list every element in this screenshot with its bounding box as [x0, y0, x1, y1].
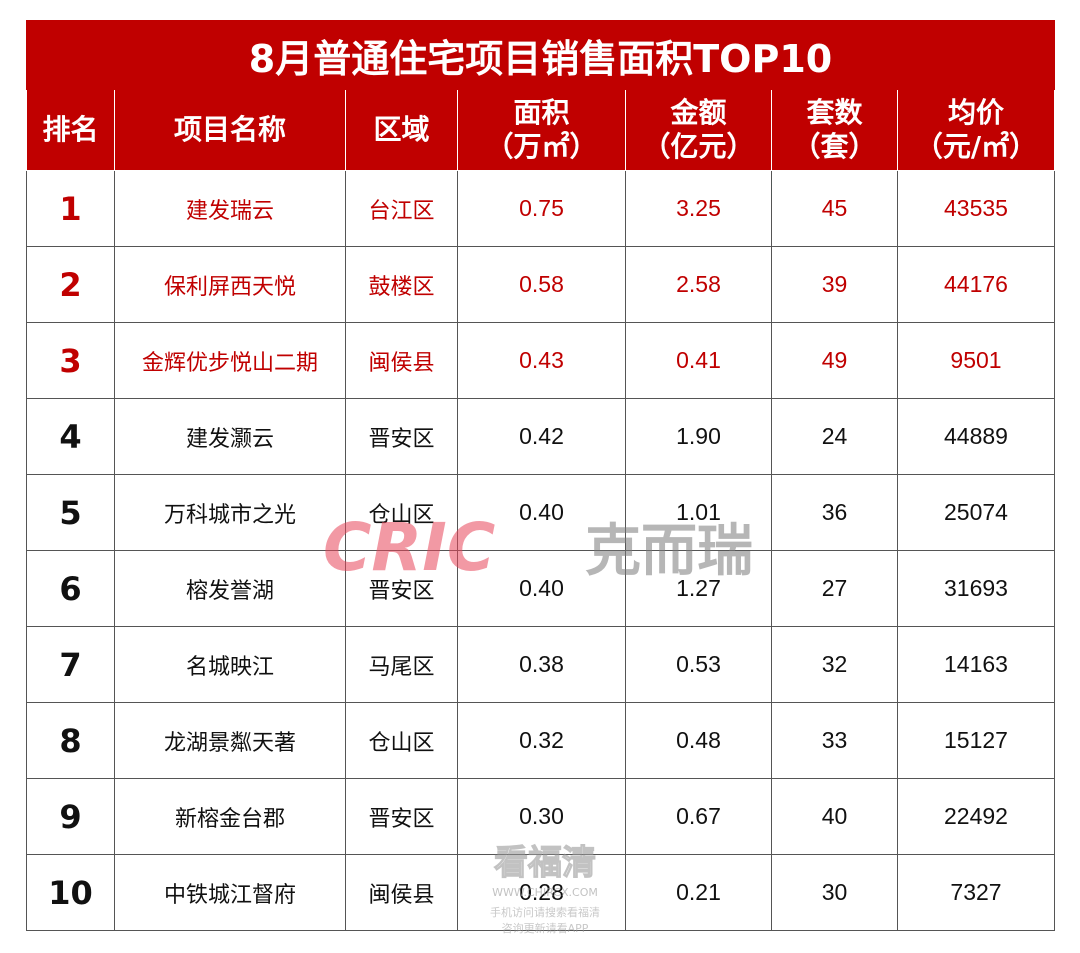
units-cell: 36 — [771, 474, 898, 551]
header-amount: 金额 （亿元） — [625, 89, 772, 171]
rank-cell: 7 — [26, 626, 115, 703]
area-cell: 0.40 — [457, 550, 626, 627]
district-cell: 晋安区 — [345, 550, 458, 627]
price-cell: 25074 — [896, 474, 1056, 551]
header-amount-label: 金额 — [670, 96, 727, 129]
table-row: 8 龙湖景粼天著 仓山区 0.32 0.48 33 15127 — [26, 702, 1056, 779]
area-cell: 0.43 — [457, 322, 626, 399]
area-cell: 0.40 — [457, 474, 626, 551]
units-cell: 39 — [771, 246, 898, 323]
district-cell: 仓山区 — [345, 474, 458, 551]
amount-cell: 1.27 — [625, 550, 772, 627]
units-cell: 45 — [771, 170, 898, 247]
price-cell: 15127 — [896, 702, 1056, 779]
price-cell: 7327 — [896, 854, 1056, 931]
rank-cell: 9 — [26, 778, 115, 855]
project-name-cell: 龙湖景粼天著 — [114, 702, 346, 779]
project-name-cell: 榕发誉湖 — [114, 550, 346, 627]
ranking-table-container: 8月普通住宅项目销售面积TOP10 排名 项目名称 区域 面积 （万㎡） 金额 （亿… — [25, 20, 1056, 931]
header-district: 区域 — [345, 89, 458, 171]
area-cell: 0.32 — [457, 702, 626, 779]
rank-cell: 2 — [26, 246, 115, 323]
project-name-cell: 建发瑞云 — [114, 170, 346, 247]
header-row: 排名 项目名称 区域 面积 （万㎡） 金额 （亿元） 套数 （套） 均价 （元/㎡） — [26, 89, 1056, 171]
units-cell: 30 — [771, 854, 898, 931]
district-cell: 闽侯县 — [345, 322, 458, 399]
district-cell: 鼓楼区 — [345, 246, 458, 323]
header-amount-unit: （亿元） — [642, 130, 755, 163]
price-cell: 9501 — [896, 322, 1056, 399]
units-cell: 49 — [771, 322, 898, 399]
header-rank: 排名 — [26, 89, 115, 171]
amount-cell: 2.58 — [625, 246, 772, 323]
project-name-cell: 万科城市之光 — [114, 474, 346, 551]
price-cell: 44889 — [896, 398, 1056, 475]
district-cell: 晋安区 — [345, 398, 458, 475]
table-row: 9 新榕金台郡 晋安区 0.30 0.67 40 22492 — [26, 778, 1056, 855]
amount-cell: 3.25 — [625, 170, 772, 247]
table-row: 6 榕发誉湖 晋安区 0.40 1.27 27 31693 — [26, 550, 1056, 627]
rank-cell: 6 — [26, 550, 115, 627]
table-row: 3 金辉优步悦山二期 闽侯县 0.43 0.41 49 9501 — [26, 322, 1056, 399]
price-cell: 22492 — [896, 778, 1056, 855]
rank-cell: 8 — [26, 702, 115, 779]
units-cell: 27 — [771, 550, 898, 627]
area-cell: 0.30 — [457, 778, 626, 855]
header-units-label: 套数 — [806, 96, 863, 129]
project-name-cell: 中铁城江督府 — [114, 854, 346, 931]
header-units: 套数 （套） — [771, 89, 898, 171]
price-cell: 31693 — [896, 550, 1056, 627]
district-cell: 台江区 — [345, 170, 458, 247]
header-area-unit: （万㎡） — [485, 130, 598, 163]
header-price-unit: （元/㎡） — [914, 130, 1038, 163]
units-cell: 33 — [771, 702, 898, 779]
header-units-unit: （套） — [792, 130, 877, 163]
project-name-cell: 名城映江 — [114, 626, 346, 703]
area-cell: 0.28 — [457, 854, 626, 931]
amount-cell: 0.48 — [625, 702, 772, 779]
table-row: 5 万科城市之光 仓山区 0.40 1.01 36 25074 — [26, 474, 1056, 551]
amount-cell: 1.90 — [625, 398, 772, 475]
district-cell: 晋安区 — [345, 778, 458, 855]
area-cell: 0.58 — [457, 246, 626, 323]
amount-cell: 0.67 — [625, 778, 772, 855]
header-area-label: 面积 — [513, 96, 570, 129]
rank-cell: 1 — [26, 170, 115, 247]
price-cell: 43535 — [896, 170, 1056, 247]
district-cell: 仓山区 — [345, 702, 458, 779]
area-cell: 0.38 — [457, 626, 626, 703]
table-row: 2 保利屏西天悦 鼓楼区 0.58 2.58 39 44176 — [26, 246, 1056, 323]
table-row: 7 名城映江 马尾区 0.38 0.53 32 14163 — [26, 626, 1056, 703]
project-name-cell: 新榕金台郡 — [114, 778, 346, 855]
project-name-cell: 保利屏西天悦 — [114, 246, 346, 323]
header-price-label: 均价 — [948, 96, 1005, 129]
rank-cell: 3 — [26, 322, 115, 399]
table-title: 8月普通住宅项目销售面积TOP10 — [25, 20, 1056, 90]
district-cell: 闽侯县 — [345, 854, 458, 931]
ranking-table: 8月普通住宅项目销售面积TOP10 排名 项目名称 区域 面积 （万㎡） 金额 （亿… — [25, 20, 1056, 931]
area-cell: 0.75 — [457, 170, 626, 247]
table-row: 1 建发瑞云 台江区 0.75 3.25 45 43535 — [26, 170, 1056, 247]
header-price: 均价 （元/㎡） — [896, 89, 1056, 171]
amount-cell: 0.53 — [625, 626, 772, 703]
units-cell: 32 — [771, 626, 898, 703]
amount-cell: 0.21 — [625, 854, 772, 931]
project-name-cell: 建发灏云 — [114, 398, 346, 475]
project-name-cell: 金辉优步悦山二期 — [114, 322, 346, 399]
district-cell: 马尾区 — [345, 626, 458, 703]
table-row: 10 中铁城江督府 闽侯县 0.28 0.21 30 7327 — [26, 854, 1056, 931]
header-name: 项目名称 — [114, 89, 346, 171]
area-cell: 0.42 — [457, 398, 626, 475]
rank-cell: 4 — [26, 398, 115, 475]
units-cell: 40 — [771, 778, 898, 855]
amount-cell: 1.01 — [625, 474, 772, 551]
price-cell: 14163 — [896, 626, 1056, 703]
price-cell: 44176 — [896, 246, 1056, 323]
header-area: 面积 （万㎡） — [457, 89, 626, 171]
rank-cell: 10 — [26, 854, 115, 931]
rank-cell: 5 — [26, 474, 115, 551]
table-row: 4 建发灏云 晋安区 0.42 1.90 24 44889 — [26, 398, 1056, 475]
units-cell: 24 — [771, 398, 898, 475]
amount-cell: 0.41 — [625, 322, 772, 399]
